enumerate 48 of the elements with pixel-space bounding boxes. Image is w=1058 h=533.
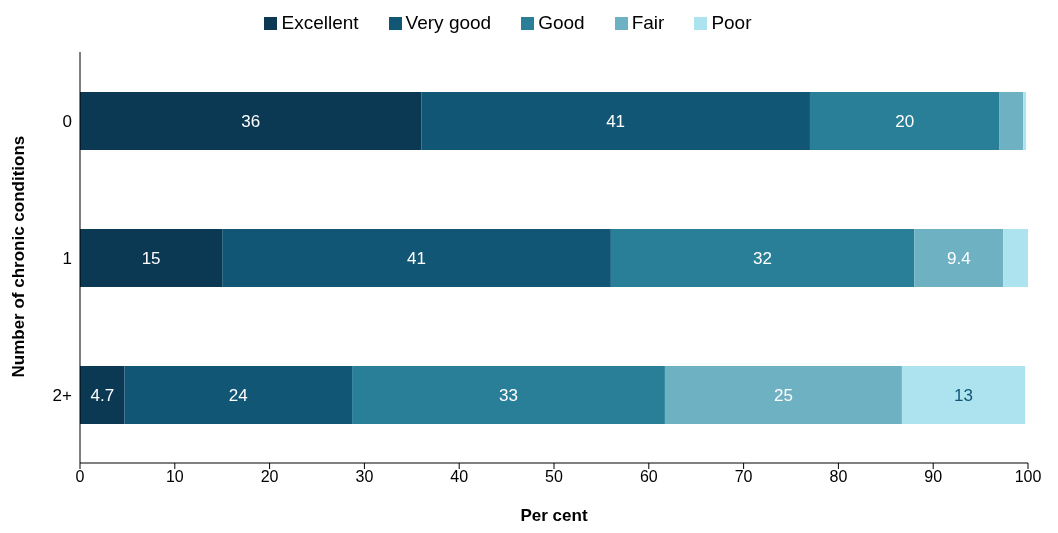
bar bbox=[1023, 92, 1027, 150]
data-label: 4.7 bbox=[90, 386, 115, 406]
bar bbox=[1003, 229, 1028, 287]
x-tick-label: 60 bbox=[639, 468, 658, 486]
bar bbox=[421, 92, 810, 150]
data-label: 20 bbox=[895, 112, 915, 132]
legend-label: Poor bbox=[711, 12, 752, 33]
legend-label: Very good bbox=[405, 12, 492, 33]
x-tick-label: 30 bbox=[355, 468, 374, 486]
data-label: 32 bbox=[753, 249, 773, 269]
x-tick-label: 0 bbox=[75, 468, 85, 486]
bar bbox=[80, 366, 125, 424]
legend-label: Good bbox=[538, 12, 585, 33]
bar bbox=[914, 229, 1004, 287]
x-tick-label: 70 bbox=[734, 468, 753, 486]
bar bbox=[124, 366, 353, 424]
legend-label: Fair bbox=[631, 12, 665, 33]
bar bbox=[80, 92, 422, 150]
bar bbox=[809, 92, 1000, 150]
data-label: 15 bbox=[141, 249, 161, 269]
data-label: 9.4 bbox=[946, 249, 971, 269]
x-tick-label: 50 bbox=[545, 468, 563, 486]
data-label: 41 bbox=[407, 249, 426, 269]
x-axis-title: Per cent bbox=[520, 506, 588, 525]
data-label: 36 bbox=[241, 112, 261, 132]
y-tick-label: 2+ bbox=[52, 385, 73, 405]
bar bbox=[610, 229, 915, 287]
legend-label: Excellent bbox=[281, 12, 359, 33]
y-tick-label: 0 bbox=[62, 111, 72, 131]
bar bbox=[352, 366, 665, 424]
bar bbox=[80, 229, 223, 287]
x-tick-label: 100 bbox=[1014, 468, 1042, 486]
data-label: 13 bbox=[954, 386, 973, 406]
x-tick-label: 20 bbox=[260, 468, 279, 486]
x-tick-label: 80 bbox=[829, 468, 848, 486]
data-label: 24 bbox=[228, 386, 248, 406]
bar bbox=[222, 229, 611, 287]
x-tick-label: 90 bbox=[924, 468, 943, 486]
y-tick-label: 1 bbox=[62, 248, 72, 268]
data-label: 33 bbox=[499, 386, 518, 406]
y-axis-title: Number of chronic conditions bbox=[9, 135, 29, 378]
bar bbox=[999, 92, 1024, 150]
bar bbox=[901, 366, 1026, 424]
bar bbox=[664, 366, 902, 424]
x-tick-label: 40 bbox=[450, 468, 469, 486]
x-tick-label: 10 bbox=[165, 468, 184, 486]
data-label: 41 bbox=[606, 112, 626, 132]
data-label: 25 bbox=[773, 386, 793, 406]
